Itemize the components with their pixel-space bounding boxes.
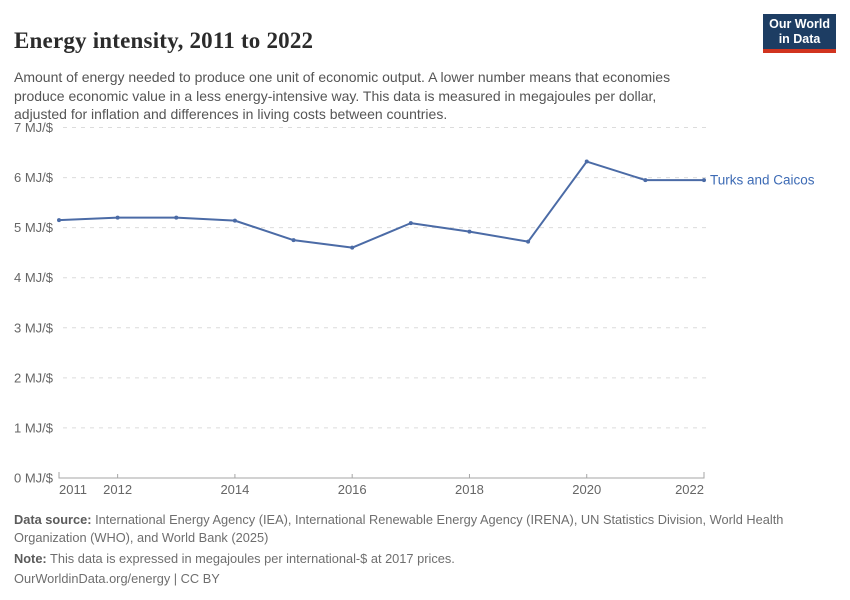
y-tick-label: 5 MJ/$ [14,220,54,235]
y-tick-label: 7 MJ/$ [14,120,54,135]
x-tick-label: 2014 [220,482,249,497]
y-tick-label: 6 MJ/$ [14,170,54,185]
x-axis-line [58,472,705,479]
note-row: Note: This data is expressed in megajoul… [14,550,806,568]
y-tick-label: 2 MJ/$ [14,370,54,385]
note-text: This data is expressed in megajoules per… [50,551,455,566]
y-tick-label: 1 MJ/$ [14,420,54,435]
owid-logo-line2: in Data [778,32,821,46]
data-point [408,221,413,226]
owid-logo-line1: Our World [769,17,830,31]
x-tick-label: 2016 [338,482,367,497]
x-tick-label: 2011 [59,482,87,497]
note-label: Note: [14,551,47,566]
license-line[interactable]: OurWorldinData.org/energy | CC BY [14,571,220,586]
chart-subtitle: Amount of energy needed to produce one u… [14,69,671,122]
data-point [57,218,61,223]
x-axis: 2011 2012 2014 2016 2018 2020 2022 [58,472,705,497]
data-point [584,159,589,164]
page-title: Energy intensity, 2011 to 2022 [14,28,314,54]
data-source-label: Data source: [14,512,92,527]
data-point [350,245,355,250]
y-tick-label: 4 MJ/$ [14,270,54,285]
series-group [57,159,706,250]
data-point [291,238,296,243]
owid-logo: Our World in Data [763,14,836,53]
data-point [232,218,237,223]
data-point [526,239,531,244]
data-point [702,178,706,183]
data-point [115,215,120,220]
data-point [174,215,179,220]
x-tick-label: 2022 [675,482,704,497]
series-label: Turks and Caicos [710,173,815,188]
data-point [643,178,648,183]
x-tick-label: 2018 [455,482,484,497]
chart-footer: Data source: International Energy Agency… [14,511,806,588]
data-point [467,229,472,234]
y-tick-label: 0 MJ/$ [14,471,54,486]
data-source-row: Data source: International Energy Agency… [14,511,806,547]
x-tick-label: 2012 [103,482,132,497]
y-tick-label: 3 MJ/$ [14,320,54,335]
y-axis-grid: 0 MJ/$ 1 MJ/$ 2 MJ/$ 3 MJ/$ 4 MJ/$ 5 MJ/$ 6 MJ… [14,120,706,486]
series-line [58,160,704,249]
x-tick-label: 2020 [572,482,601,497]
data-source-text: International Energy Agency (IEA), Inter… [14,512,784,545]
